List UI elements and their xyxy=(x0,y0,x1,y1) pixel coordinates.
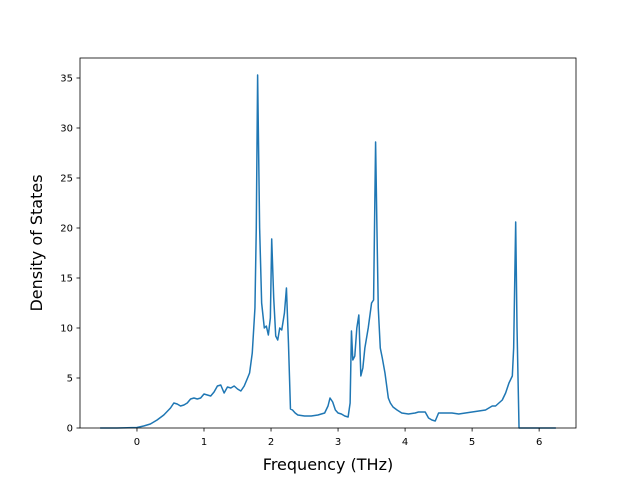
x-tick-label: 4 xyxy=(402,437,408,448)
x-tick-label: 5 xyxy=(469,437,475,448)
x-tick-label: 1 xyxy=(201,437,207,448)
x-tick-label: 0 xyxy=(134,437,140,448)
y-axis-label: Density of States xyxy=(27,174,46,311)
y-tick-label: 35 xyxy=(60,74,73,85)
x-tick-label: 2 xyxy=(268,437,274,448)
x-tick-label: 6 xyxy=(536,437,542,448)
x-tick-label: 3 xyxy=(335,437,341,448)
y-axis-ticks: 0 5 10 15 20 25 30 35 xyxy=(60,74,80,435)
y-tick-label: 5 xyxy=(67,374,73,385)
x-axis-label: Frequency (THz) xyxy=(263,455,393,474)
y-tick-label: 10 xyxy=(60,324,73,335)
y-tick-label: 20 xyxy=(60,224,73,235)
plot-area xyxy=(100,74,556,429)
y-tick-label: 30 xyxy=(60,124,73,135)
axes-frame xyxy=(79,57,577,429)
y-tick-label: 0 xyxy=(67,424,73,435)
x-axis-ticks: 0 1 2 3 4 5 6 xyxy=(134,428,542,448)
y-tick-label: 25 xyxy=(60,174,73,185)
dos-series-line-0 xyxy=(100,74,556,429)
y-tick-label: 15 xyxy=(60,274,73,285)
